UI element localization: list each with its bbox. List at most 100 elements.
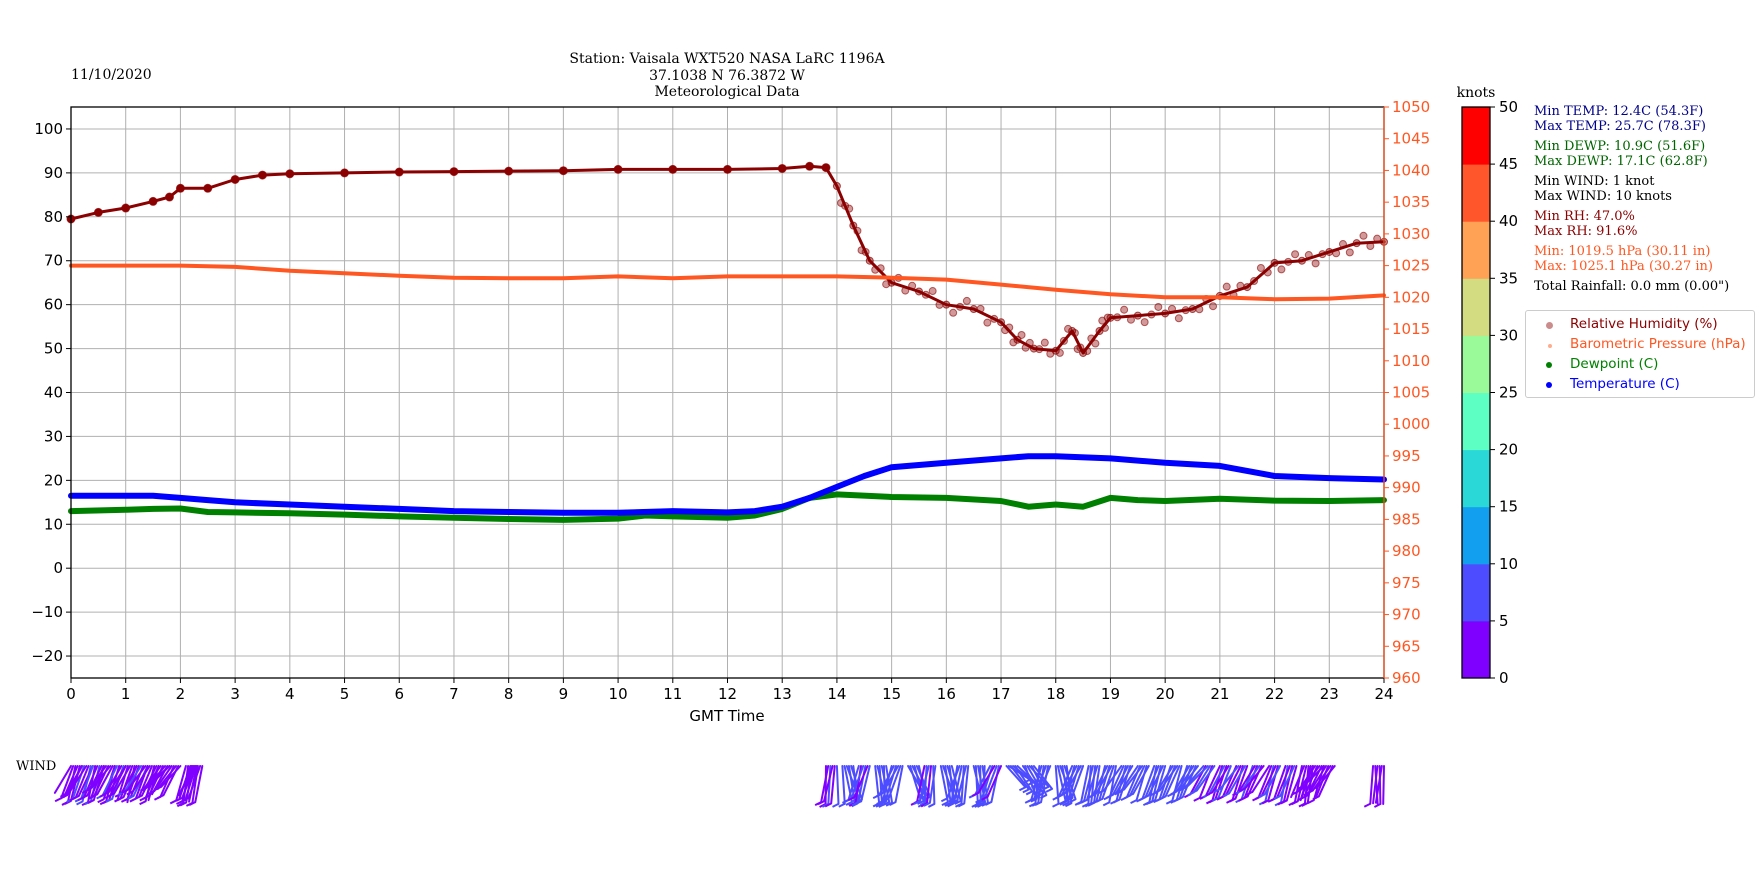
humidity-point: [558, 166, 568, 176]
wind-barb-flag: [1258, 793, 1266, 799]
wind-barb-flag: [1153, 789, 1161, 795]
series-layer: [66, 161, 1388, 523]
y-tick-label-right: 995: [1392, 447, 1421, 465]
wind-barb-flag: [1307, 799, 1315, 805]
humidity-point: [1001, 326, 1010, 335]
y-tick-label-left: 80: [44, 208, 63, 226]
grid: [70, 107, 1385, 678]
x-tick-label: 22: [1265, 685, 1284, 703]
humidity-point: [1064, 324, 1073, 333]
temperature-marker-icon: [1546, 382, 1552, 388]
wind-barb-flag: [1301, 802, 1309, 807]
wind-barb-flag: [878, 803, 886, 808]
wind-barb: [1219, 765, 1240, 790]
colorbar-segment: [1462, 221, 1490, 279]
wind-barb: [946, 765, 961, 800]
wind-barb: [104, 765, 123, 795]
wind-barb: [63, 765, 79, 798]
humidity-point: [997, 318, 1006, 327]
wind-barb: [1057, 765, 1074, 798]
wind-barb: [1285, 765, 1298, 802]
wind-barb: [65, 765, 83, 795]
wind-barb: [60, 765, 75, 800]
wind-barb: [113, 765, 132, 795]
wind-barb-flag: [927, 803, 935, 808]
wind-barb: [841, 765, 846, 805]
wind-barb: [1030, 765, 1043, 801]
colorbar-segment: [1462, 449, 1490, 508]
wind-barb-flag: [1102, 801, 1110, 807]
humidity-point: [777, 163, 787, 173]
colorbar-segment: [1462, 392, 1490, 451]
wind-barb-flag: [1176, 796, 1184, 802]
wind-barb: [974, 765, 979, 805]
wind-barb-flag: [1097, 789, 1105, 795]
humidity-point: [1147, 310, 1156, 319]
wind-barb: [1195, 765, 1216, 792]
wind-barb: [1115, 765, 1134, 794]
wind-barb: [830, 765, 836, 805]
humidity-point: [1325, 247, 1334, 256]
x-tick-label: 18: [1046, 685, 1065, 703]
wind-barb: [1240, 765, 1261, 792]
wind-barb: [820, 765, 830, 804]
min-rh: Min RH: 47.0%: [1534, 209, 1635, 224]
wind-barb: [847, 765, 860, 801]
wind-barb: [1225, 765, 1242, 797]
wind-barb: [1101, 765, 1115, 800]
wind-barb: [1172, 765, 1191, 795]
wind-barb: [1056, 765, 1067, 803]
y-tick-label-right: 1015: [1392, 320, 1430, 338]
wind-barb: [1102, 765, 1123, 792]
y-tick-label-right: 1040: [1392, 161, 1430, 179]
wind-label: WIND: [16, 759, 56, 774]
y-tick-label-left: 70: [44, 252, 63, 270]
colorbar-segment: [1462, 164, 1490, 222]
x-tick-label: 11: [663, 685, 682, 703]
humidity-point: [849, 221, 858, 230]
colorbar-segment: [1462, 506, 1490, 565]
wind-barb-flag: [923, 801, 931, 807]
wind-barb: [1171, 765, 1183, 802]
wind-barb: [986, 765, 1003, 798]
humidity-point: [1366, 242, 1375, 251]
x-axis-label: GMT Time: [689, 707, 764, 725]
wind-barb-flag: [1058, 792, 1066, 798]
wind-barb: [1144, 765, 1160, 799]
colorbar-tick-label: 0: [1499, 669, 1509, 687]
wind-barb-flag: [1312, 795, 1320, 801]
wind-barb-flag: [179, 801, 187, 807]
colorbar-segment: [1462, 278, 1490, 336]
wind-barbs: [53, 765, 1385, 808]
wind-barb: [932, 765, 936, 805]
wind-barb-flag: [1052, 802, 1059, 808]
min-temp: Min TEMP: 12.4C (54.3F): [1534, 104, 1704, 119]
x-tick-label: 10: [609, 685, 628, 703]
y-tick-label-left: −10: [31, 603, 63, 621]
humidity-point: [164, 192, 174, 202]
colorbar-tick-label: 50: [1499, 98, 1518, 116]
wind-barb: [1279, 765, 1296, 797]
wind-barb-flag: [875, 792, 883, 798]
wind-barb: [1083, 765, 1094, 802]
wind-barb: [1005, 765, 1027, 789]
wind-barb: [1192, 765, 1212, 794]
wind-barb: [123, 765, 143, 793]
humidity-point: [1338, 240, 1347, 249]
wind-barb: [878, 765, 895, 797]
humidity-point: [1263, 268, 1272, 277]
total-rainfall: Total Rainfall: 0.0 mm (0.00"): [1534, 279, 1730, 294]
humidity-point: [861, 247, 870, 256]
axes: 0 1 2 3 4 5 6 7 8 9 10 11 12 13 14 15 16 17 18 19 20 21 22 23 24…: [31, 98, 1430, 703]
y-tick-label-right: 990: [1392, 479, 1421, 497]
wind-barb-flag: [1273, 795, 1281, 800]
wind-barb-flag: [1018, 786, 1026, 792]
y-tick-label-left: 60: [44, 296, 63, 314]
humidity-point: [1091, 339, 1100, 348]
humidity-point: [340, 168, 350, 178]
y-tick-label-right: 965: [1392, 637, 1421, 655]
legend-label: Dewpoint (C): [1570, 356, 1659, 372]
wind-barb-flag: [1280, 799, 1288, 805]
legend-label: Relative Humidity (%): [1570, 316, 1718, 332]
wind-barb-flag: [882, 797, 890, 803]
